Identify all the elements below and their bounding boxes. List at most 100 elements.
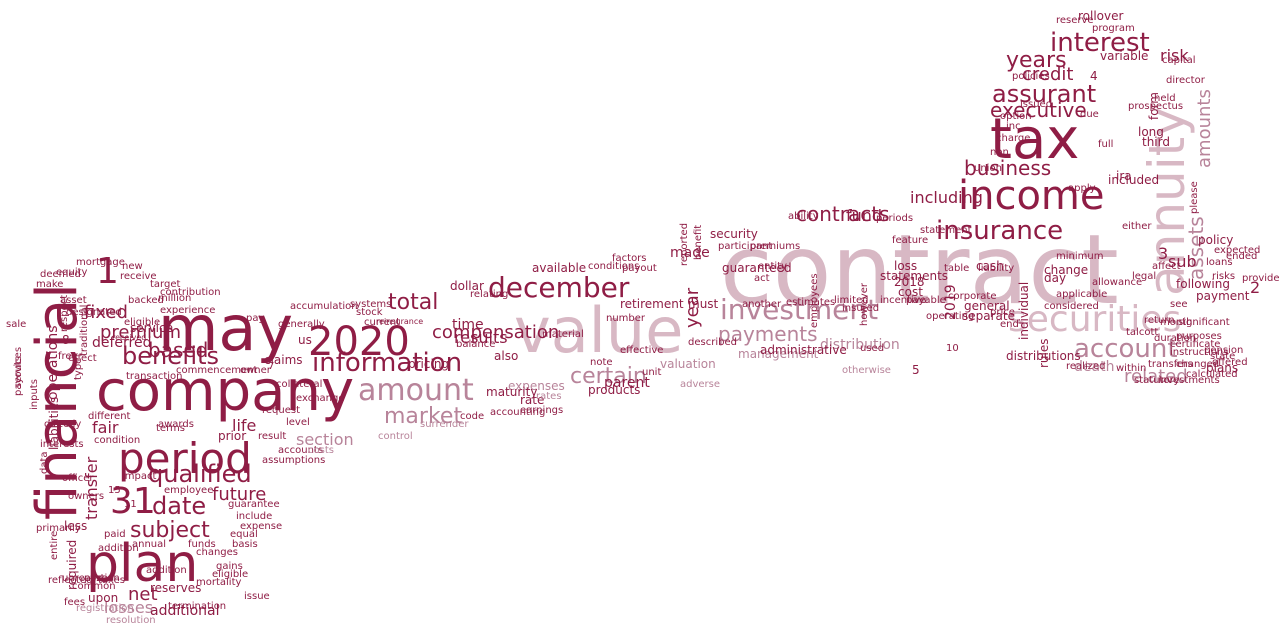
cloud-word: reserve <box>1056 15 1094 26</box>
cloud-word: guarantee <box>228 499 280 510</box>
cloud-word: accumulation <box>290 301 358 312</box>
cloud-word: termination <box>168 601 227 612</box>
cloud-word: results <box>454 328 508 347</box>
cloud-word: gains <box>216 561 243 572</box>
cloud-word: expense <box>240 521 283 532</box>
cloud-word: talcott <box>1126 327 1159 338</box>
cloud-word: note <box>590 357 613 368</box>
cloud-word: payments <box>718 322 818 346</box>
cloud-word: day <box>1044 271 1067 285</box>
cloud-word: balance <box>456 339 496 350</box>
cloud-word: within <box>1116 363 1147 374</box>
cloud-word: fixed <box>84 302 128 323</box>
cloud-word: equal <box>230 529 258 540</box>
cloud-word: duration <box>1154 333 1197 344</box>
cloud-word: qualified <box>148 460 252 488</box>
cloud-word: distribution <box>820 337 900 353</box>
cloud-word: pricing <box>408 357 450 371</box>
cloud-word: insured <box>842 303 880 314</box>
cloud-word: 2020 <box>308 319 410 365</box>
cloud-word: risk <box>1160 46 1189 65</box>
cloud-word: security <box>710 227 758 241</box>
cloud-word: statutory <box>1134 375 1180 386</box>
cloud-word: business <box>964 156 1052 180</box>
cloud-word: incentive <box>880 295 926 306</box>
cloud-word: years <box>1006 48 1067 73</box>
cloud-word: million <box>158 293 192 304</box>
cloud-word: mortgage <box>76 257 125 268</box>
cloud-word: participant <box>718 241 773 252</box>
cloud-word: made <box>670 245 710 261</box>
cloud-word: 7 <box>268 361 275 372</box>
cloud-word: feature <box>892 235 929 246</box>
cloud-word: certain <box>570 364 647 389</box>
cloud-word: received <box>112 333 147 342</box>
cloud-word: taxes <box>98 575 126 586</box>
cloud-word: may <box>158 292 294 365</box>
cloud-word: variable <box>1100 49 1149 63</box>
cloud-word: section <box>296 430 354 449</box>
cloud-word: parent <box>604 375 650 391</box>
cloud-word: payment <box>1196 289 1250 303</box>
cloud-word: prospectus <box>1128 101 1184 112</box>
cloud-word: executive <box>990 98 1087 122</box>
cloud-word: fees <box>64 597 86 608</box>
cloud-word: plan <box>86 534 199 594</box>
cloud-word: plans <box>1206 361 1239 375</box>
cloud-word: another <box>742 299 782 310</box>
cloud-word: resolution <box>106 615 156 626</box>
cloud-word: 31 <box>110 481 156 522</box>
cloud-word: month <box>1160 317 1193 328</box>
cloud-word: contract <box>720 214 1119 326</box>
cloud-word: state <box>1210 351 1236 362</box>
cloud-word: sub <box>1168 252 1197 271</box>
cloud-word: issued <box>1020 99 1053 110</box>
cloud-word: realized <box>1066 361 1106 372</box>
cloud-word: either <box>1122 221 1152 232</box>
cloud-word: costs <box>308 445 334 456</box>
cloud-word: ability <box>788 211 819 222</box>
cloud-word: separate <box>962 309 1015 323</box>
cloud-word: accounting <box>490 407 546 418</box>
cloud-word: affect <box>1152 261 1181 272</box>
cloud-word: designated <box>66 307 122 318</box>
cloud-word: issue <box>244 591 270 602</box>
cloud-word: exchange <box>296 393 345 404</box>
cloud-word: effective <box>620 345 664 356</box>
cloud-word: assurant <box>992 80 1097 108</box>
cloud-word: additional <box>150 603 220 619</box>
cloud-word: limited <box>834 295 869 306</box>
cloud-word: general <box>964 299 1010 313</box>
cloud-word: fund <box>846 206 883 225</box>
cloud-word: december <box>488 271 630 304</box>
cloud-word: cost <box>898 285 923 299</box>
cloud-word: retirement <box>620 297 684 311</box>
cloud-word: level <box>286 417 310 428</box>
cloud-word: result <box>258 431 287 442</box>
cloud-word: include <box>236 511 273 522</box>
cloud-word: factors <box>612 253 647 264</box>
cloud-word: significant <box>1178 317 1230 328</box>
cloud-word: rates <box>536 391 562 402</box>
cloud-word: benefit <box>693 224 704 260</box>
cloud-word: contracts <box>796 202 890 226</box>
cloud-word: held <box>1154 93 1176 104</box>
cloud-word: unrealized <box>62 573 115 584</box>
cloud-word: instructions <box>1170 347 1229 358</box>
cloud-word: claims <box>264 353 303 367</box>
cloud-word: surrender <box>420 419 469 430</box>
cloud-word: inputs <box>29 379 40 410</box>
cloud-word: 2018 <box>894 275 925 289</box>
cloud-word: free <box>58 351 78 362</box>
cloud-word: included <box>1108 173 1160 187</box>
cloud-word: unit <box>642 367 662 378</box>
cloud-word: non <box>990 147 1009 158</box>
cloud-word: calculated <box>1186 369 1238 380</box>
cloud-word: effect <box>68 353 97 364</box>
cloud-word: interests <box>40 439 84 450</box>
cloud-word: ira <box>1116 169 1132 183</box>
cloud-word: credit <box>1022 64 1074 85</box>
cloud-word: compensation <box>432 322 560 343</box>
cloud-word: employees <box>809 273 820 328</box>
cloud-word: related <box>1124 366 1188 387</box>
